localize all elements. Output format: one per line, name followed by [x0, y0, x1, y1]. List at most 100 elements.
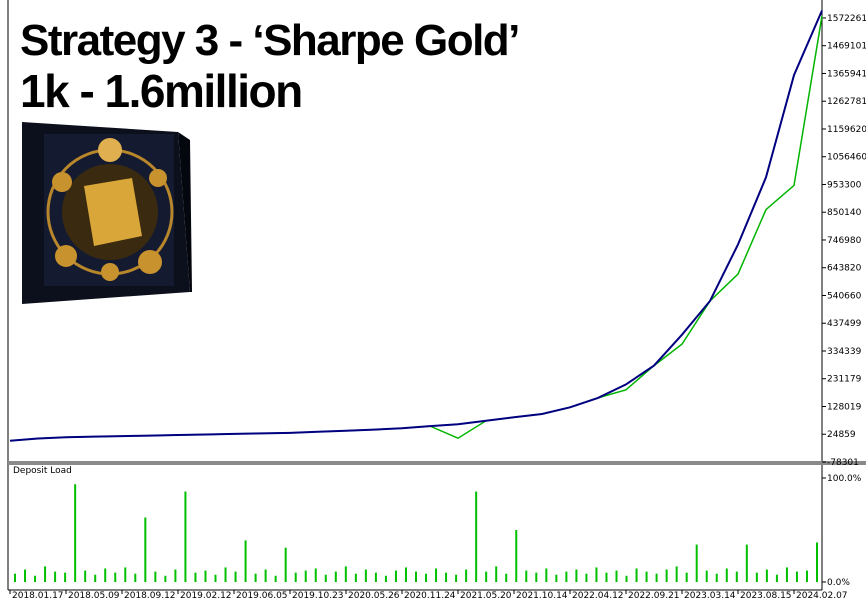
y-tick-label: -78301	[827, 458, 859, 468]
bar	[565, 571, 568, 582]
y-tick-label: 334339	[827, 347, 862, 357]
bar	[164, 575, 167, 582]
bar	[174, 569, 177, 582]
bar	[24, 569, 27, 582]
bar	[204, 570, 207, 582]
bar	[415, 571, 417, 582]
bar	[735, 571, 738, 582]
coin	[149, 169, 167, 187]
y-tick-label: 850140	[827, 208, 862, 218]
coin	[138, 250, 162, 274]
bar	[374, 572, 377, 582]
product-image	[22, 122, 192, 304]
bar	[304, 570, 307, 582]
bar	[84, 570, 87, 582]
bar	[515, 530, 518, 582]
y-tick-label: 1365941	[827, 69, 866, 79]
bar	[184, 491, 187, 582]
bar	[585, 573, 588, 582]
bar	[525, 570, 528, 582]
bar	[745, 544, 748, 582]
x-tick-label: 2023.08.15	[740, 591, 792, 600]
bar	[765, 569, 768, 582]
bar	[465, 569, 468, 582]
bar	[705, 570, 708, 582]
bar	[785, 567, 788, 582]
bar	[154, 571, 157, 582]
y-tick-label: 437499	[827, 319, 862, 329]
x-tick-label: 2021.05.20	[460, 591, 512, 600]
bar	[605, 572, 608, 582]
series-line	[9, 10, 823, 442]
bar	[695, 544, 698, 582]
bar	[364, 569, 367, 582]
bar	[44, 566, 47, 582]
bar	[816, 542, 818, 582]
y-tick-label: 540660	[827, 291, 862, 301]
x-tick-label: 2019.10.23	[292, 591, 344, 600]
box-side	[178, 132, 192, 292]
bar	[535, 572, 538, 582]
y-tick-label: 643820	[827, 264, 862, 274]
bar	[54, 571, 57, 582]
bar	[625, 575, 628, 582]
x-tick-label: 2020.11.24	[404, 591, 456, 600]
bar	[14, 573, 16, 582]
bar	[645, 571, 648, 582]
panel-separator	[8, 461, 866, 465]
bar	[725, 568, 728, 582]
bar	[545, 568, 548, 582]
bar	[324, 574, 327, 582]
y-tick-label: 1572261	[827, 14, 866, 24]
bar	[805, 570, 808, 582]
bar	[655, 573, 658, 582]
bar	[615, 570, 618, 582]
bar	[555, 574, 558, 582]
bar	[104, 568, 107, 582]
bar	[114, 572, 117, 582]
bar	[665, 569, 668, 582]
x-tick-label: 2019.06.05	[236, 591, 288, 600]
bar	[715, 573, 718, 582]
x-tick-label: 2019.02.12	[180, 591, 232, 600]
y-tick-label: 100.0%	[827, 474, 862, 484]
bar	[455, 574, 458, 582]
bar	[194, 572, 197, 582]
x-tick-label: 2022.04.12	[572, 591, 624, 600]
y-tick-label: 0.0%	[827, 578, 850, 588]
bar	[354, 573, 357, 582]
gold-bar	[84, 178, 142, 246]
bar	[755, 572, 758, 582]
y-tick-label: 1159620	[827, 125, 866, 135]
bar	[685, 572, 688, 582]
bar	[234, 571, 237, 582]
bar	[314, 568, 317, 582]
bar	[254, 573, 257, 582]
x-tick-label: 2018.05.09	[68, 591, 120, 600]
bar	[575, 569, 578, 582]
x-tick-label: 2018.09.12	[124, 591, 176, 600]
bar	[214, 574, 217, 582]
x-tick-label: 2024.02.07	[796, 591, 848, 600]
bar	[344, 566, 347, 582]
bar	[224, 567, 227, 582]
bar	[294, 572, 297, 582]
bar	[595, 567, 598, 582]
y-tick-label: 128019	[827, 402, 862, 412]
bar	[795, 571, 798, 582]
coin	[101, 263, 119, 281]
y-tick-label: 1262781	[827, 97, 866, 107]
coin	[98, 138, 122, 162]
y-tick-label: 24859	[827, 430, 856, 440]
y-tick-label: 1056460	[827, 153, 866, 163]
bar	[775, 574, 778, 582]
y-tick-label: 231179	[827, 375, 862, 385]
bar	[505, 573, 508, 582]
bar	[475, 491, 478, 582]
x-tick-label: 2023.03.14	[684, 591, 736, 600]
coin	[52, 172, 72, 192]
x-tick-label: 2018.01.17	[12, 591, 64, 600]
y-tick-label: 1469101	[827, 42, 866, 52]
